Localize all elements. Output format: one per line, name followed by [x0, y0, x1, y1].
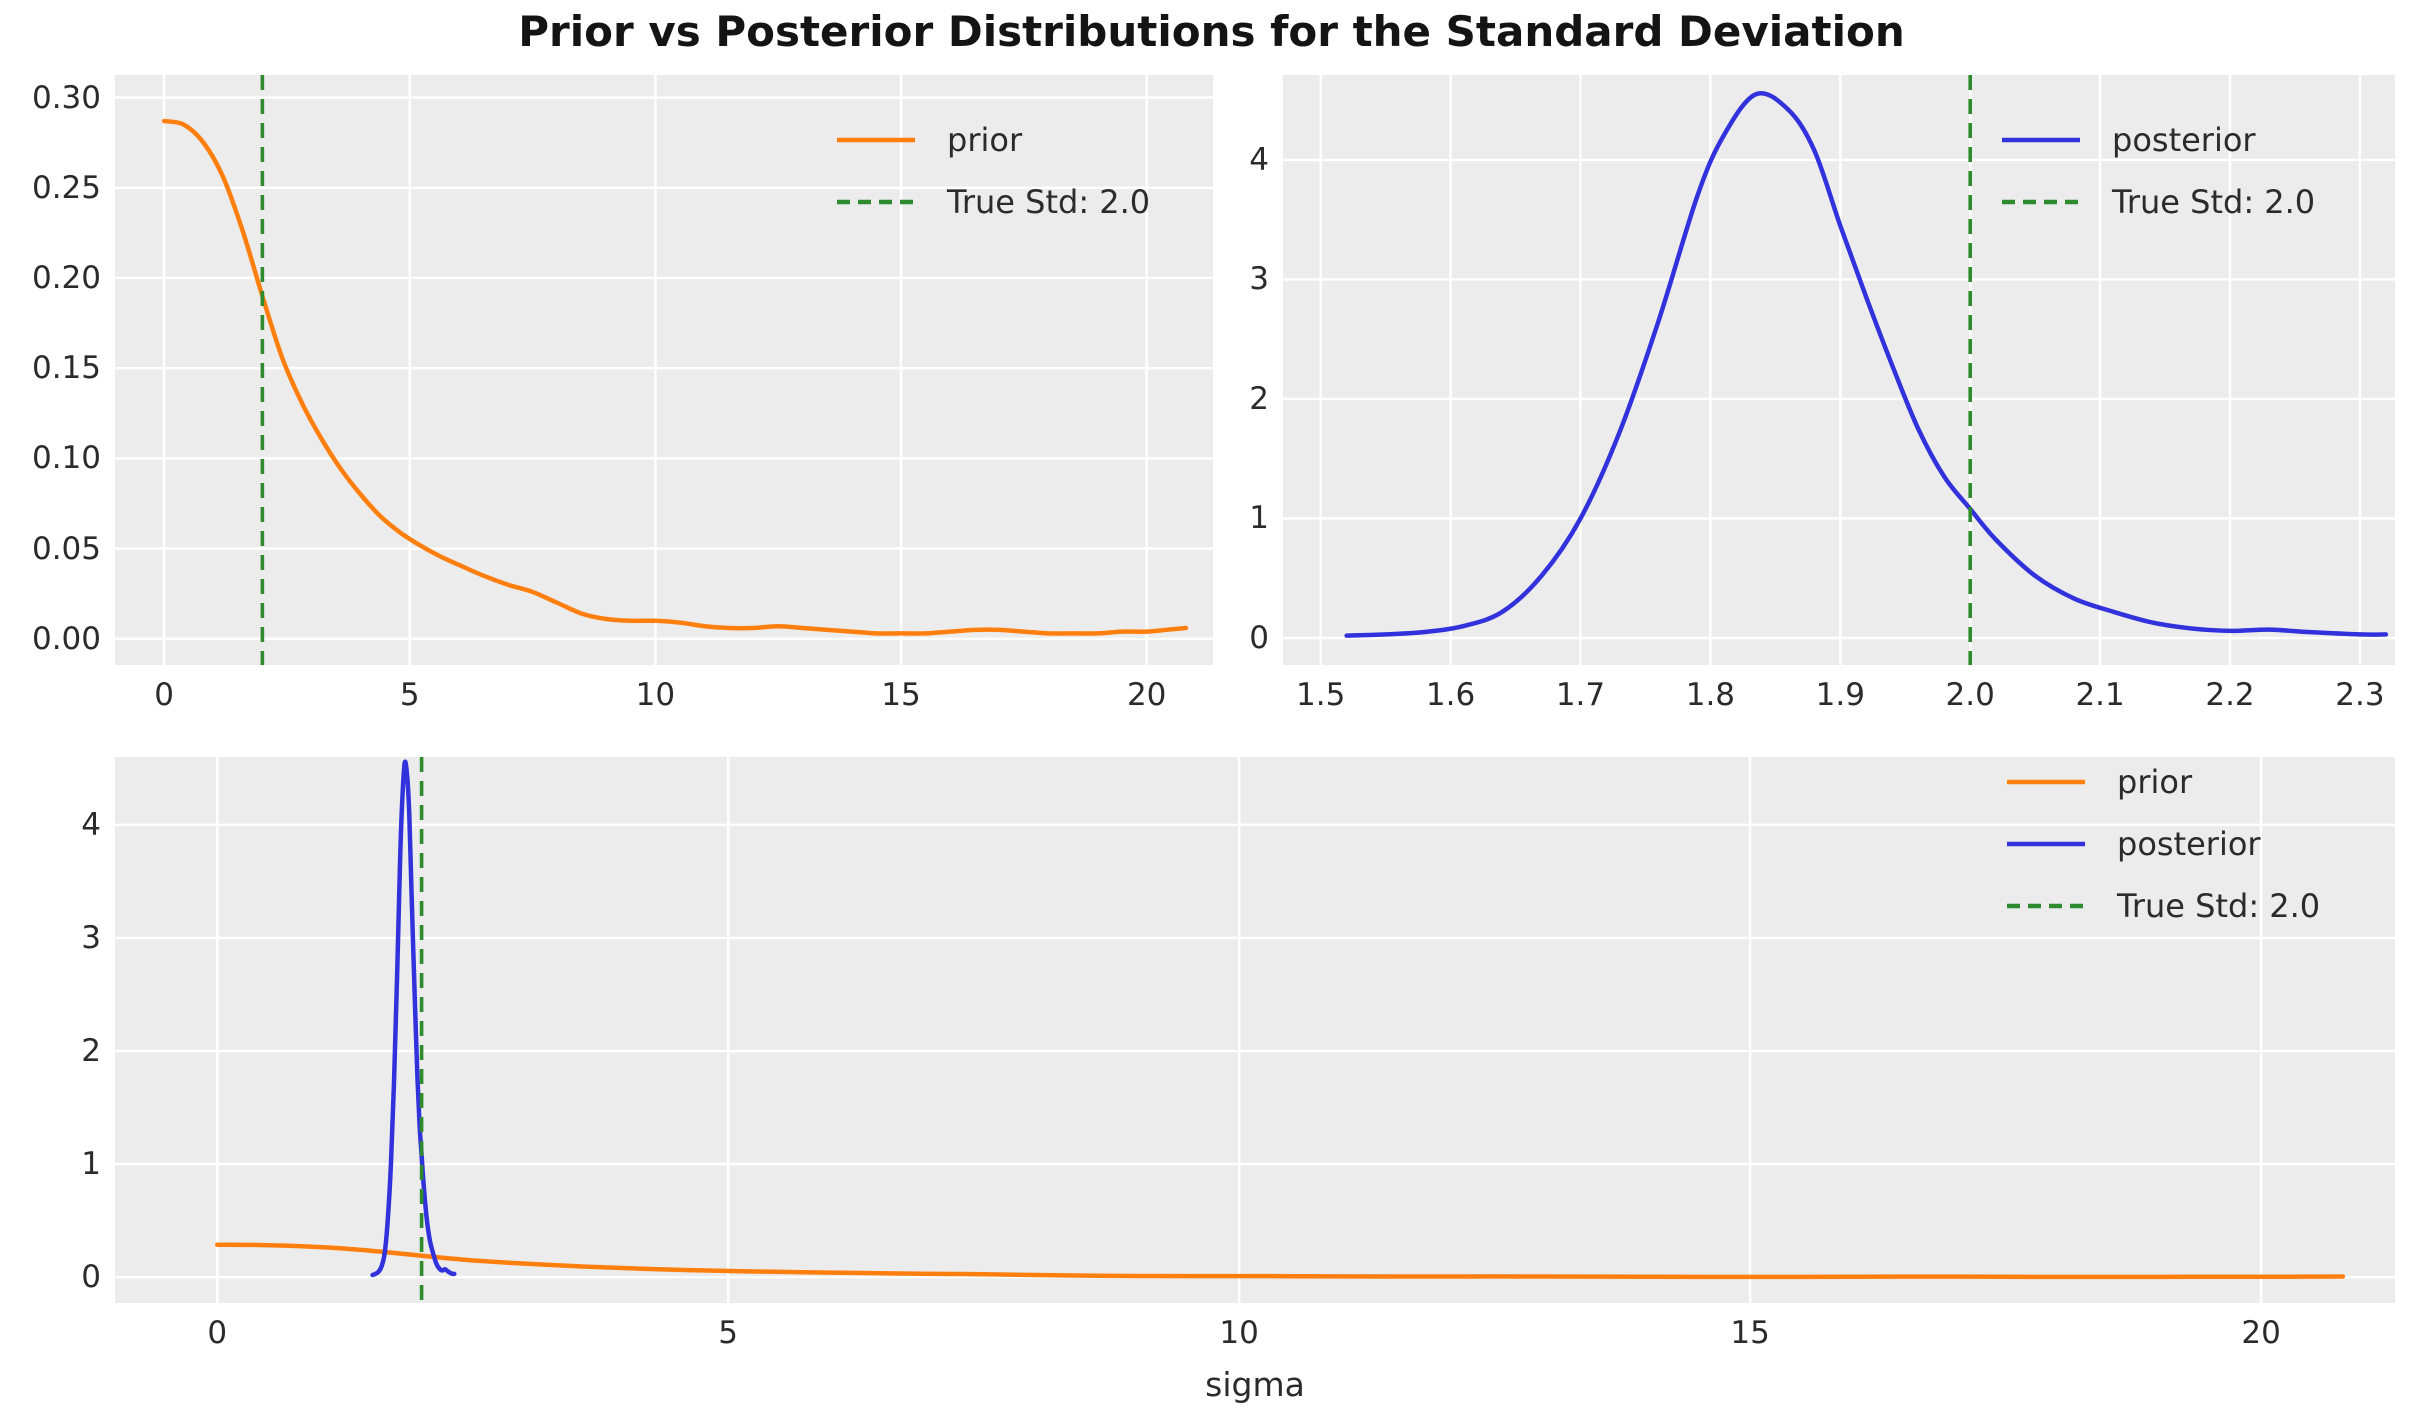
dashed-line-swatch-icon: [2002, 199, 2080, 205]
x-axis-label: sigma: [1205, 1365, 1305, 1404]
y-tick-label: 0.15: [31, 350, 101, 387]
legend-label: prior: [2117, 763, 2193, 801]
y-tick-label: 0.20: [31, 259, 101, 296]
x-tick-label: 2.0: [1945, 677, 1995, 713]
y-tick-label: 0.30: [31, 79, 101, 116]
legend-item-posterior: posterior: [2005, 813, 2320, 875]
y-tick-label: 2: [1249, 380, 1269, 417]
y-tick-label: 4: [1249, 141, 1269, 178]
plot-canvas: [115, 757, 2395, 1303]
x-tick-label: 2.2: [2205, 677, 2255, 713]
line-swatch-icon: [2007, 841, 2085, 847]
posterior-curve: [1344, 91, 2389, 638]
plot-canvas: [1283, 75, 2395, 665]
y-tick-label: 0: [1249, 619, 1269, 656]
legend-item-prior: prior: [835, 109, 1150, 171]
y-tick-label: 2: [81, 1033, 101, 1070]
prior-curve: [214, 1242, 2346, 1280]
line-swatch-icon: [2002, 137, 2080, 143]
y-tick-label: 1: [1249, 500, 1269, 537]
chart-title: Prior vs Posterior Distributions for the…: [518, 7, 1905, 56]
y-tick-label: 3: [1249, 261, 1269, 298]
legend: prior posterior True Std: 2.0: [2005, 751, 2320, 937]
x-tick-label: 10: [635, 677, 676, 713]
x-tick-label: 20: [2241, 1315, 2281, 1351]
posterior-curve: [370, 759, 457, 1278]
x-tick-label: 2.1: [2075, 677, 2125, 713]
y-tick-label: 0.10: [31, 440, 101, 477]
legend-label: True Std: 2.0: [2117, 887, 2321, 925]
dashed-line-swatch-icon: [837, 199, 915, 205]
x-tick-label: 5: [399, 677, 420, 713]
x-tick-label: 5: [718, 1315, 739, 1351]
x-tick-label: 0: [154, 677, 174, 713]
subplot-combined: [115, 757, 2395, 1303]
x-tick-label: 15: [881, 677, 921, 713]
x-tick-label: 1.7: [1555, 677, 1606, 713]
y-tick-label: 3: [81, 919, 101, 956]
x-tick-label: 1.5: [1296, 677, 1346, 713]
line-swatch-icon: [837, 137, 915, 143]
legend-label: prior: [947, 121, 1023, 159]
legend-item-true-std-2-0: True Std: 2.0: [2000, 171, 2315, 233]
y-tick-label: 1: [81, 1146, 101, 1183]
legend-label: True Std: 2.0: [947, 183, 1151, 221]
legend-item-true-std-2-0: True Std: 2.0: [2005, 875, 2320, 937]
y-tick-label: 0.05: [31, 530, 101, 567]
x-tick-label: 2.3: [2335, 677, 2385, 713]
x-tick-label: 1.9: [1815, 677, 1865, 713]
x-tick-label: 20: [1126, 677, 1167, 713]
plot-canvas: [115, 75, 1213, 665]
subplot-posterior: [1283, 75, 2395, 665]
x-tick-label: 1.8: [1685, 677, 1736, 713]
x-tick-label: 10: [1219, 1315, 1259, 1351]
y-tick-label: 4: [81, 806, 101, 843]
legend-label: posterior: [2112, 121, 2256, 159]
x-tick-label: 1.6: [1425, 677, 1476, 713]
dashed-line-swatch-icon: [2007, 903, 2085, 909]
legend-item-true-std-2-0: True Std: 2.0: [835, 171, 1150, 233]
y-tick-label: 0.00: [31, 620, 101, 657]
legend-item-prior: prior: [2005, 751, 2320, 813]
y-tick-label: 0.25: [31, 169, 101, 206]
subplot-prior: [115, 75, 1213, 665]
legend: posterior True Std: 2.0: [2000, 109, 2315, 233]
legend: prior True Std: 2.0: [835, 109, 1150, 233]
legend-item-posterior: posterior: [2000, 109, 2315, 171]
x-tick-label: 0: [207, 1315, 228, 1351]
prior-curve: [161, 118, 1189, 636]
legend-label: True Std: 2.0: [2112, 183, 2316, 221]
y-tick-label: 0: [81, 1259, 101, 1296]
line-swatch-icon: [2007, 779, 2085, 785]
legend-label: posterior: [2117, 825, 2261, 863]
x-tick-label: 15: [1730, 1315, 1770, 1351]
